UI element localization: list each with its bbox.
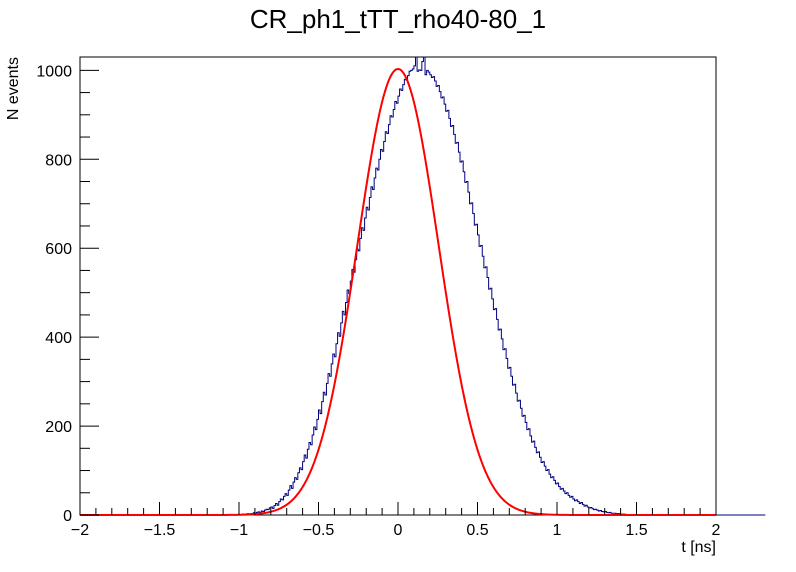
x-tick-label: 2: [712, 522, 721, 539]
histogram-line: [80, 56, 766, 516]
x-tick-label: −0.5: [303, 522, 335, 539]
x-axis: −2 −1.5 −1 −0.5 0 0.5 1 1.5 2: [71, 502, 721, 539]
y-axis: 0 200 400 600 800 1000: [36, 63, 99, 525]
x-tick-label: −2: [71, 522, 89, 539]
x-tick-label: 1: [553, 522, 562, 539]
x-tick-label: −1: [230, 522, 248, 539]
x-tick-label: −1.5: [144, 522, 176, 539]
plot-frame: [79, 56, 717, 516]
x-tick-label: 1.5: [625, 522, 647, 539]
y-tick-label: 600: [45, 241, 72, 258]
histogram-series: [80, 56, 766, 516]
y-axis-title: N events: [5, 57, 22, 120]
fit-curve-line: [80, 68, 716, 516]
fit-curve-series: [80, 68, 716, 516]
y-tick-label: 400: [45, 330, 72, 347]
y-tick-label: 800: [45, 152, 72, 169]
x-tick-label: 0: [394, 522, 403, 539]
x-axis-title: t [ns]: [681, 539, 716, 556]
plot-frame-rect: [79, 56, 717, 516]
x-tick-label: 0.5: [466, 522, 488, 539]
y-tick-label: 1000: [36, 63, 72, 80]
y-tick-label: 0: [63, 508, 72, 525]
chart-title: CR_ph1_tTT_rho40-80_1: [249, 4, 547, 34]
y-tick-label: 200: [45, 419, 72, 436]
